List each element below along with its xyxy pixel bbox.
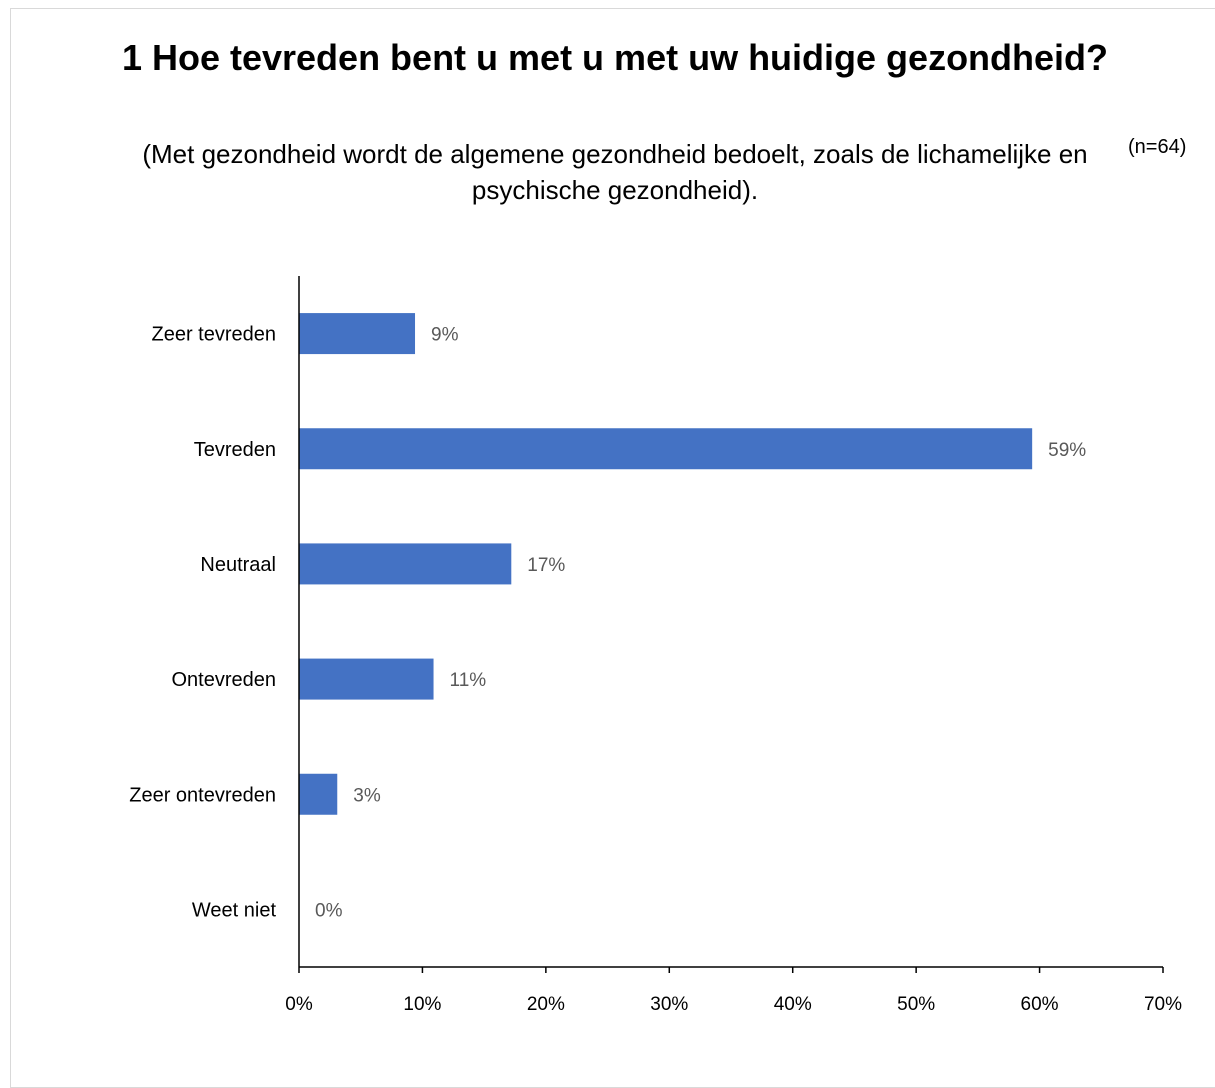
data-label: 3% — [353, 785, 381, 806]
x-tick-label: 50% — [897, 994, 935, 1015]
x-tick-label: 30% — [650, 994, 688, 1015]
x-tick-label: 40% — [774, 994, 812, 1015]
x-tick-label: 60% — [1021, 994, 1059, 1015]
category-label: Zeer tevreden — [151, 324, 276, 346]
bar — [299, 313, 416, 355]
bar — [299, 428, 1033, 470]
category-label: Neutraal — [200, 554, 276, 576]
data-label: 59% — [1048, 440, 1086, 461]
bar — [299, 773, 338, 815]
x-tick-label: 10% — [403, 994, 441, 1015]
x-tick-label: 0% — [285, 994, 313, 1015]
bar — [299, 658, 434, 700]
bar — [299, 543, 512, 585]
data-label: 9% — [431, 325, 459, 346]
category-label: Ontevreden — [171, 669, 276, 691]
x-tick-label: 20% — [527, 994, 565, 1015]
data-label: 17% — [527, 555, 565, 576]
category-label: Tevreden — [194, 439, 276, 461]
category-label: Weet niet — [192, 899, 277, 921]
category-label: Zeer ontevreden — [129, 784, 276, 806]
data-label: 0% — [315, 900, 343, 921]
data-label: 11% — [450, 670, 487, 691]
chart-title: 1 Hoe tevreden bent u met u met uw huidi… — [121, 37, 1109, 78]
x-tick-label: 70% — [1144, 994, 1182, 1015]
chart-subtitle: (Met gezondheid wordt de algemene gezond… — [142, 139, 1088, 205]
sample-size-label: (n=64) — [1128, 136, 1187, 158]
